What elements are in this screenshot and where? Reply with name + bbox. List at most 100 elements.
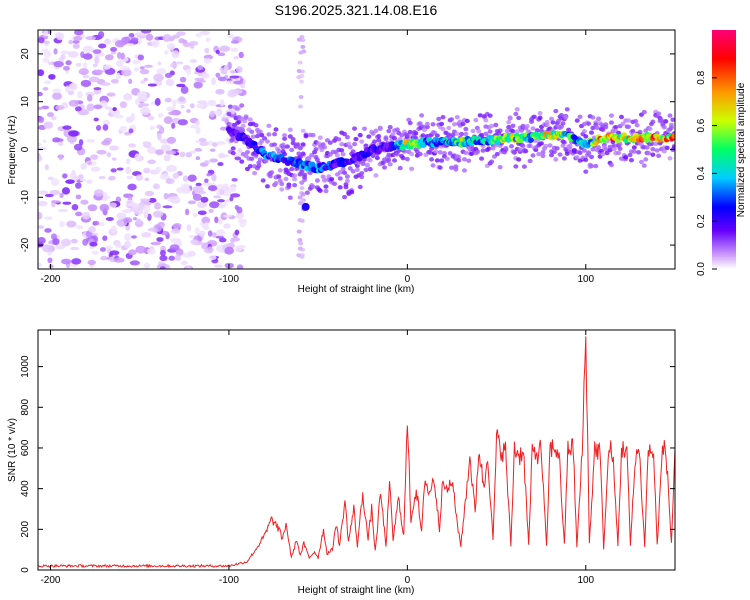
heatmap-cell (539, 141, 545, 146)
heatmap-cell (623, 155, 629, 160)
heatmap-cell (214, 264, 223, 268)
heatmap-cell (309, 161, 316, 168)
heatmap-cell (166, 165, 178, 172)
heatmap-cell (506, 120, 512, 125)
heatmap-cell (192, 212, 198, 218)
heatmap-cell (141, 232, 152, 238)
heatmap-cell (424, 121, 430, 127)
heatmap-cell (299, 169, 305, 174)
heatmap-cell (38, 37, 45, 44)
heatmap-cell (147, 83, 157, 87)
heatmap-cell (55, 244, 66, 250)
heatmap-cell (180, 260, 188, 265)
heatmap-cell (494, 151, 500, 157)
heatmap-cell (282, 136, 288, 141)
heatmap-cell (197, 64, 204, 71)
heatmap-cell (164, 97, 173, 103)
heatmap-cell (80, 199, 89, 205)
heatmap-cell (336, 137, 342, 142)
heatmap-cell (60, 238, 72, 247)
heatmap-cell (109, 145, 119, 151)
heatmap-cell (134, 67, 139, 72)
heatmap-cell (611, 146, 617, 152)
heatmap-cell (209, 158, 219, 163)
heatmap-cell (641, 163, 647, 168)
heatmap-cell (74, 30, 84, 36)
heatmap-cell (357, 184, 363, 190)
heatmap-cell (95, 124, 102, 131)
heatmap-cell (147, 213, 152, 221)
heatmap-cell (177, 119, 188, 126)
heatmap-cell (633, 119, 639, 124)
heatmap-cell (223, 201, 228, 207)
heatmap-cell (292, 182, 298, 188)
heatmap-cell (87, 161, 92, 165)
heatmap-cell (339, 141, 345, 147)
heatmap-cell (38, 262, 42, 268)
heatmap-cell (376, 134, 382, 139)
heatmap-cell (125, 43, 135, 47)
heatmap-cell (213, 195, 222, 199)
heatmap-cell (670, 117, 675, 122)
heatmap-cell (185, 266, 191, 269)
heatmap-cell (38, 236, 46, 244)
heatmap-cell (68, 39, 74, 45)
heatmap-cell (168, 111, 177, 116)
heatmap-cell (205, 37, 211, 43)
heatmap-cell (289, 166, 295, 172)
heatmap-cell (216, 229, 226, 237)
colorbar: 0.0 0.2 0.4 0.6 0.8 Normalized spectral ampl… (696, 30, 747, 276)
heatmap-cell (433, 149, 439, 154)
x-tick-label: -100 (219, 274, 239, 285)
heatmap-cell (80, 163, 88, 170)
heatmap-cell (344, 178, 350, 184)
heatmap-cell (544, 119, 550, 125)
heatmap-cell (616, 150, 622, 156)
heatmap-cell (439, 121, 445, 127)
heatmap-cell (292, 173, 298, 178)
heatmap-cell (66, 220, 77, 228)
heatmap-cell (171, 122, 176, 129)
heatmap-cell (185, 151, 193, 158)
heatmap-cell (106, 92, 116, 97)
heatmap-cell (172, 99, 177, 108)
x-tick-label: -200 (40, 274, 60, 285)
heatmap-cell (446, 132, 452, 137)
heatmap-cell (260, 178, 266, 183)
heatmap-cell (434, 133, 440, 138)
heatmap-cell (199, 30, 211, 36)
heatmap-cell (93, 117, 99, 122)
heatmap-cell (236, 66, 243, 73)
heatmap-cell (561, 140, 567, 145)
heatmap-cell (461, 168, 467, 173)
heatmap-cell (139, 66, 145, 70)
heatmap-cell (489, 159, 495, 164)
heatmap-cell (218, 204, 226, 209)
heatmap-cell (363, 167, 369, 173)
heatmap-cell (608, 162, 614, 168)
heatmap-cell (129, 260, 140, 266)
heatmap-cell (262, 136, 268, 141)
heatmap-cell (583, 157, 589, 162)
heatmap-cell (337, 185, 343, 190)
heatmap-cell (304, 190, 310, 195)
heatmap-cell (588, 130, 594, 135)
heatmap-cell (189, 125, 200, 129)
heatmap-cell (103, 65, 111, 70)
heatmap-cell (78, 68, 89, 75)
heatmap-cell (441, 150, 447, 156)
heatmap-cell (509, 144, 515, 149)
heatmap-cell (300, 128, 306, 133)
heatmap-cell (407, 120, 413, 126)
heatmap-cell (55, 105, 65, 111)
heatmap-cell (110, 78, 119, 84)
heatmap-cell (38, 106, 44, 111)
heatmap-cell (383, 135, 389, 140)
heatmap-cell (322, 145, 328, 150)
heatmap-cell (82, 53, 93, 60)
heatmap-cell (200, 196, 209, 203)
heatmap-cell (643, 157, 649, 162)
heatmap-cell (234, 126, 240, 131)
heatmap-cell (300, 142, 306, 147)
heatmap-cell (52, 238, 60, 246)
